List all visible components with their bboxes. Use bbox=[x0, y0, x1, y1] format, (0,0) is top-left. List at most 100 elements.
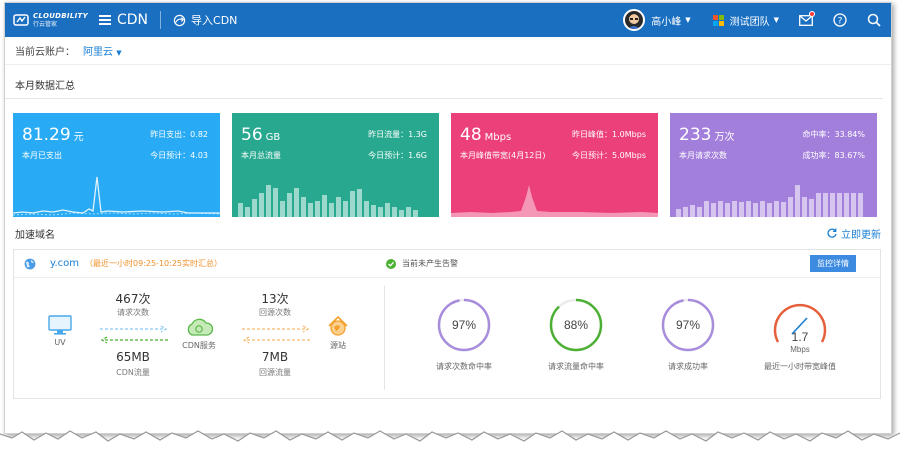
brand-logo[interactable]: CLOUDBILITY 行云管家 bbox=[5, 12, 93, 28]
domain-panel: y.com （最近一小时09:25-10:25实时汇总） 当前未产生告警 监控详… bbox=[13, 249, 881, 399]
cost-sparkline bbox=[13, 176, 220, 216]
user-menu[interactable]: 高小峰 ▼ bbox=[611, 9, 702, 31]
summary-cards: 81.29 元 本月已支出 昨日支出：0.82 今日预计：4.03 56 GB 本月… bbox=[5, 99, 891, 217]
success-rate-gauge: 97% 请求成功率 bbox=[658, 296, 718, 372]
traffic-card[interactable]: 56 GB 本月总流量 昨日流量：1.3G 今日预计：1.6G bbox=[232, 113, 439, 217]
requests-count: 467次 bbox=[115, 292, 151, 306]
cloud-account-bar: 当前云账户： 阿里云 ▼ bbox=[5, 37, 891, 65]
cloud-logo-icon bbox=[13, 14, 29, 26]
flow-arrows-icon bbox=[100, 325, 168, 344]
refresh-icon bbox=[827, 228, 837, 238]
panel-divider bbox=[384, 286, 385, 390]
card-label: 本月已支出 bbox=[22, 151, 62, 160]
bandwidth-value: 1.7 bbox=[792, 330, 809, 344]
user-name: 高小峰 bbox=[651, 16, 682, 28]
team-name: 测试团队 bbox=[729, 16, 770, 28]
logo-text-en: CLOUDBILITY bbox=[33, 11, 88, 20]
team-grid-icon bbox=[712, 14, 724, 26]
gauge-value: 97% bbox=[676, 318, 700, 332]
card-value: 56 bbox=[241, 125, 263, 145]
chevron-down-icon: ▼ bbox=[773, 16, 779, 24]
origin-requests-count: 13次 bbox=[261, 292, 289, 306]
domain-summary-note: （最近一小时09:25-10:25实时汇总） bbox=[85, 259, 223, 268]
refresh-button[interactable]: 立即更新 bbox=[827, 226, 881, 241]
svg-text:?: ? bbox=[838, 17, 843, 27]
card-stat-forecast: 今日预计：4.03 bbox=[150, 151, 208, 160]
requests-label: 请求次数 bbox=[117, 308, 149, 317]
notification-badge bbox=[809, 11, 815, 17]
card-value: 81.29 bbox=[22, 125, 71, 145]
gauge-value: 88% bbox=[564, 318, 588, 332]
logo-text-cn: 行云管家 bbox=[33, 20, 58, 28]
domain-panel-header: y.com （最近一小时09:25-10:25实时汇总） 当前未产生告警 监控详… bbox=[14, 250, 880, 278]
success-rate-ring: 97% bbox=[661, 298, 715, 352]
card-unit: GB bbox=[265, 132, 281, 143]
help-button[interactable]: ? bbox=[823, 3, 857, 37]
torn-edge-decoration bbox=[0, 430, 900, 460]
import-label: 导入CDN bbox=[191, 14, 238, 27]
domain-link[interactable]: y.com bbox=[50, 258, 80, 269]
gauge-value: 97% bbox=[452, 318, 476, 332]
cdn-traffic-label: CDN流量 bbox=[116, 368, 150, 377]
requests-bars bbox=[676, 185, 863, 217]
requests-card[interactable]: 233 万次 本月请求次数 命中率：33.84% 成功率：83.67% bbox=[670, 113, 877, 217]
refresh-label: 立即更新 bbox=[841, 229, 881, 241]
card-unit: Mbps bbox=[484, 132, 512, 143]
bandwidth-unit: Mbps bbox=[790, 345, 810, 354]
card-unit: 元 bbox=[73, 132, 84, 143]
alert-status: 当前未产生告警 bbox=[386, 258, 458, 269]
app-window: CLOUDBILITY 行云管家 CDN 导入CDN bbox=[4, 2, 892, 434]
uv-node: UV bbox=[40, 314, 80, 347]
main-menu-button[interactable]: CDN bbox=[99, 12, 148, 28]
monitor-icon bbox=[48, 315, 72, 335]
mail-icon bbox=[799, 14, 813, 26]
alert-text: 当前未产生告警 bbox=[402, 259, 458, 268]
page-title: CDN bbox=[117, 12, 149, 28]
traffic-bars bbox=[238, 185, 418, 217]
monitor-detail-button[interactable]: 监控详情 bbox=[810, 255, 856, 272]
traffic-hit-rate-ring: 88% bbox=[549, 298, 603, 352]
card-value: 48 bbox=[460, 125, 482, 145]
origin-node: 源站 bbox=[318, 314, 358, 351]
divider bbox=[160, 11, 162, 29]
domain-panel-body: UV 467次 请求次数 65MB CDN流量 CDN服务 13次 回源次数 bbox=[14, 278, 880, 398]
import-icon bbox=[173, 14, 186, 26]
cost-card[interactable]: 81.29 元 本月已支出 昨日支出：0.82 今日预计：4.03 bbox=[13, 113, 220, 217]
card-stat-yesterday: 昨日流量：1.3G bbox=[368, 130, 427, 139]
help-icon: ? bbox=[833, 13, 847, 27]
cdn-traffic: 65MB bbox=[116, 350, 150, 364]
bandwidth-peak-gauge: 1.7 Mbps 最近一小时带宽峰值 bbox=[760, 296, 840, 372]
team-menu[interactable]: 测试团队 ▼ bbox=[703, 13, 789, 28]
card-stat-forecast: 今日预计：1.6G bbox=[368, 151, 427, 160]
gauge-label: 请求次数命中率 bbox=[436, 362, 492, 371]
origin-traffic: 7MB bbox=[261, 350, 289, 364]
search-icon bbox=[867, 13, 881, 27]
globe-icon bbox=[24, 258, 36, 269]
cdn-service-node: CDN服务 bbox=[174, 316, 224, 351]
import-cdn-button[interactable]: 导入CDN bbox=[173, 12, 237, 28]
origin-label: 源站 bbox=[330, 341, 346, 350]
card-label: 本月请求次数 bbox=[679, 151, 727, 160]
request-hit-rate-gauge: 97% 请求次数命中率 bbox=[434, 296, 494, 372]
domains-header: 加速域名 立即更新 bbox=[5, 217, 891, 249]
origin-requests-label: 回源次数 bbox=[259, 308, 291, 317]
card-label: 本月总流量 bbox=[241, 151, 281, 160]
card-stat-forecast: 今日预计：5.0Mbps bbox=[572, 151, 646, 160]
bandwidth-area bbox=[451, 185, 658, 217]
gauge-label: 请求流量命中率 bbox=[548, 362, 604, 371]
domains-title: 加速域名 bbox=[15, 229, 55, 241]
search-button[interactable] bbox=[857, 3, 891, 37]
request-hit-rate-ring: 97% bbox=[437, 298, 491, 352]
cdn-service-label: CDN服务 bbox=[182, 341, 216, 350]
card-value: 233 bbox=[679, 125, 712, 145]
hamburger-icon bbox=[99, 15, 111, 25]
uv-label: UV bbox=[54, 338, 66, 347]
bandwidth-card[interactable]: 48 Mbps 本月峰值带宽(4月12日) 昨日峰值：1.0Mbps 今日预计：5… bbox=[451, 113, 658, 217]
messages-button[interactable] bbox=[789, 3, 823, 37]
origin-house-icon bbox=[328, 315, 348, 336]
card-stat-hit-rate: 命中率：33.84% bbox=[802, 130, 865, 139]
cloud-icon bbox=[187, 318, 214, 336]
traffic-hit-rate-gauge: 88% 请求流量命中率 bbox=[546, 296, 606, 372]
account-select[interactable]: 阿里云 ▼ bbox=[83, 47, 122, 58]
chevron-down-icon: ▼ bbox=[685, 16, 691, 24]
